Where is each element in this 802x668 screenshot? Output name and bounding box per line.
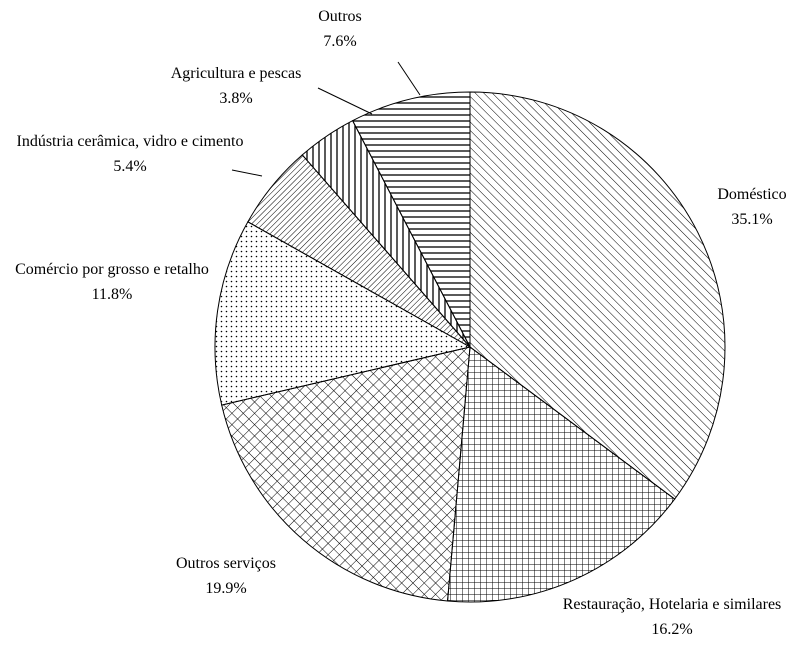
- value-label: 7.6%: [323, 33, 357, 50]
- category-label: Agricultura e pescas: [170, 65, 302, 82]
- category-label: Comércio por grosso e retalho: [15, 261, 209, 278]
- pie-slice: [214, 221, 472, 406]
- category-label: Restauração, Hotelaria e similares: [562, 596, 782, 613]
- leader-line: [231, 169, 263, 177]
- slice-label: Indústria cerâmica, vidro e cimento 5.4%: [10, 129, 250, 179]
- value-label: 16.2%: [651, 621, 693, 638]
- leader-line: [317, 87, 373, 115]
- slice-label: Comércio por grosso e retalho 11.8%: [0, 257, 227, 307]
- leader-line: [397, 61, 421, 96]
- value-label: 19.9%: [205, 580, 247, 597]
- pie-slice: [469, 91, 726, 500]
- slice-label: Outros 7.6%: [280, 4, 400, 54]
- pie-slice: [447, 346, 676, 603]
- category-label: Outros serviços: [176, 555, 276, 572]
- category-label: Doméstico: [717, 186, 787, 203]
- value-label: 5.4%: [113, 158, 147, 175]
- value-label: 35.1%: [731, 211, 773, 228]
- slice-label: Outros serviços 19.9%: [136, 551, 316, 601]
- value-label: 3.8%: [219, 90, 253, 107]
- pie-slice: [221, 346, 471, 602]
- category-label: Outros: [318, 8, 362, 25]
- category-label: Indústria cerâmica, vidro e cimento: [16, 133, 244, 150]
- value-label: 11.8%: [91, 286, 133, 303]
- slice-label: Doméstico 35.1%: [692, 182, 802, 232]
- slice-label: Agricultura e pescas 3.8%: [136, 61, 336, 111]
- pie-slice: [351, 91, 471, 348]
- slice-label: Restauração, Hotelaria e similares 16.2%: [562, 592, 782, 642]
